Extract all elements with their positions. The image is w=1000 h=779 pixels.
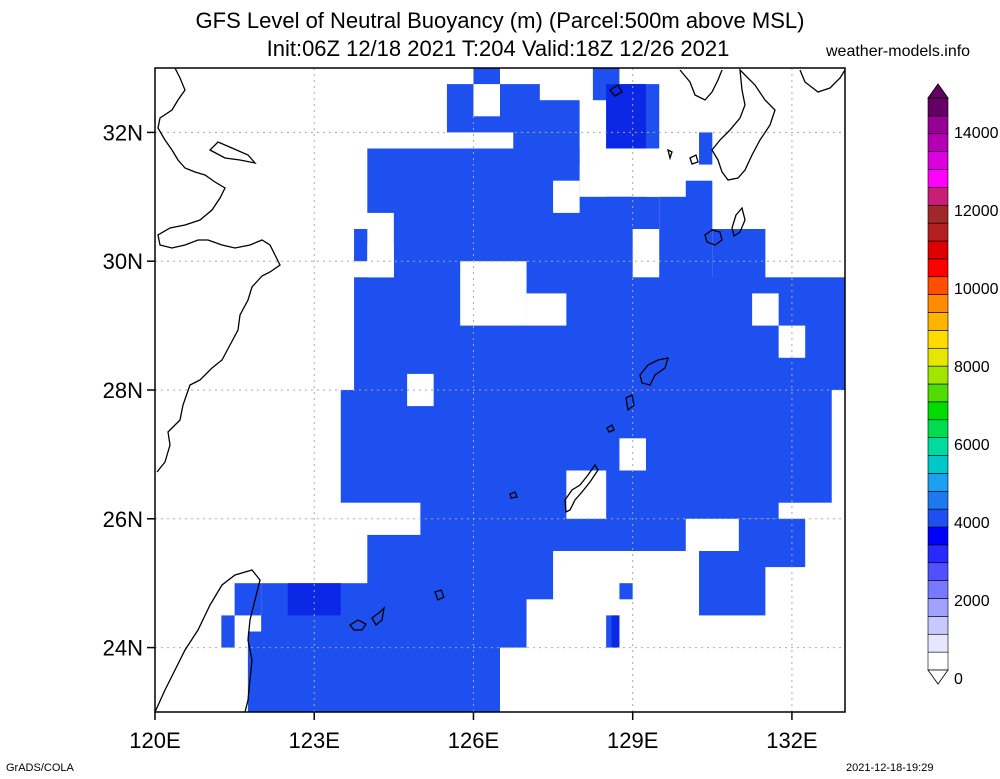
lat-tick-label: 32N <box>103 120 143 145</box>
colorbar-segment <box>927 651 949 671</box>
colorbar-segment <box>927 598 949 617</box>
software-credit: GrADS/COLA <box>6 762 74 774</box>
lon-tick-label: 126E <box>448 728 499 753</box>
lon-tick-label: 123E <box>289 728 340 753</box>
colorbar-segment <box>927 473 949 492</box>
lat-tick-label: 30N <box>103 249 143 274</box>
colorbar: 0 2000 4000 6000 8000 10000 12000 14000 <box>927 83 999 688</box>
colorbar-max-arrow <box>927 83 949 99</box>
colorbar-segment <box>927 490 949 510</box>
field-cell <box>632 470 779 519</box>
field-gap <box>526 293 567 326</box>
colorbar-segment <box>927 258 949 278</box>
colorbar-segment <box>927 222 949 242</box>
colorbar-label: 0 <box>954 671 963 688</box>
coastline-tanegashima <box>704 206 746 246</box>
coastlines <box>154 67 846 713</box>
colorbar-segment <box>927 187 949 206</box>
field-gap <box>752 293 779 326</box>
coastline-korea <box>799 69 846 93</box>
lon-tick-label: 120E <box>129 728 180 753</box>
colorbar-label: 14000 <box>954 125 999 142</box>
colorbar-segment <box>927 401 949 421</box>
colorbar-segment <box>927 365 949 385</box>
colorbar-segment <box>927 240 949 260</box>
coastline-amami <box>639 357 669 386</box>
chart-title: GFS Level of Neutral Buoyancy (m) (Parce… <box>195 8 805 33</box>
field-cell <box>699 551 766 616</box>
colorbar-segment <box>927 312 949 331</box>
colorbar-label: 12000 <box>954 203 999 220</box>
colorbar-label: 6000 <box>954 437 990 454</box>
colorbar-segment <box>927 633 949 653</box>
lon-tick-label: 129E <box>607 728 658 753</box>
colorbar-segment <box>927 544 949 564</box>
colorbar-segment <box>927 616 949 635</box>
colorbar-segment <box>927 97 949 117</box>
field-cell-dark <box>287 583 341 616</box>
field-cell <box>221 615 235 648</box>
field-gap <box>553 180 580 213</box>
colorbar-segment <box>927 383 949 403</box>
field-cell <box>659 180 713 294</box>
coastline-miyako <box>434 589 445 601</box>
latitude-ticks: 24N 26N 28N 30N 32N <box>103 120 155 661</box>
field-cell <box>699 132 713 165</box>
longitude-ticks: 120E 123E 126E 129E 132E <box>129 712 818 753</box>
coastline-china <box>156 67 281 473</box>
colorbar-segment <box>927 526 949 546</box>
coastline-yaeyama <box>349 606 385 631</box>
colorbar-segment <box>927 508 949 528</box>
colorbar-min-arrow <box>927 669 949 685</box>
colorbar-segment <box>927 294 949 313</box>
colorbar-segment <box>927 419 949 438</box>
colorbar-label: 4000 <box>954 515 990 532</box>
colorbar-segment <box>927 115 949 135</box>
field-cell <box>247 631 500 712</box>
coastline-small-islands <box>606 84 699 433</box>
colorbar-segment <box>927 562 949 581</box>
field-gap <box>566 470 607 519</box>
coastline-kerama <box>509 491 518 499</box>
lat-tick-label: 28N <box>103 378 143 403</box>
field-cell <box>619 583 633 600</box>
lon-tick-label: 132E <box>766 728 817 753</box>
buoyancy-field <box>221 68 845 712</box>
colorbar-segment <box>927 276 949 295</box>
colorbar-segment <box>927 437 949 456</box>
chart-subtitle: Init:06Z 12/18 2021 T:204 Valid:18Z 12/2… <box>266 36 730 61</box>
colorbar-label: 10000 <box>954 281 999 298</box>
field-gap <box>778 325 806 358</box>
colorbar-segment <box>927 204 949 224</box>
coastline-okinawa <box>564 463 599 514</box>
coastline-yangtze <box>208 141 257 165</box>
colorbar-segment <box>927 133 949 152</box>
lat-tick-label: 26N <box>103 507 143 532</box>
field-gap <box>645 164 686 197</box>
coastline-taiwan <box>154 569 261 713</box>
colorbar-label: 2000 <box>954 593 990 610</box>
colorbar-label: 8000 <box>954 359 990 376</box>
field-cell-dark <box>611 615 620 648</box>
map-gridlines <box>155 68 845 712</box>
field-cell-dark <box>606 84 646 149</box>
colorbar-segment <box>927 330 949 349</box>
field-cell <box>234 583 262 616</box>
colorbar-segment <box>927 580 949 599</box>
field-cell <box>354 229 368 262</box>
coastline-kyushu <box>679 68 776 181</box>
colorbar-segment <box>927 347 949 367</box>
generated-timestamp: 2021-12-18-19:29 <box>846 762 934 774</box>
colorbar-segment <box>927 169 949 188</box>
colorbar-segment <box>927 151 949 170</box>
field-gap <box>473 84 500 117</box>
lat-tick-label: 24N <box>103 636 143 661</box>
field-gap <box>460 261 527 326</box>
colorbar-segment <box>927 455 949 474</box>
site-credit: weather-models.info <box>826 43 971 60</box>
